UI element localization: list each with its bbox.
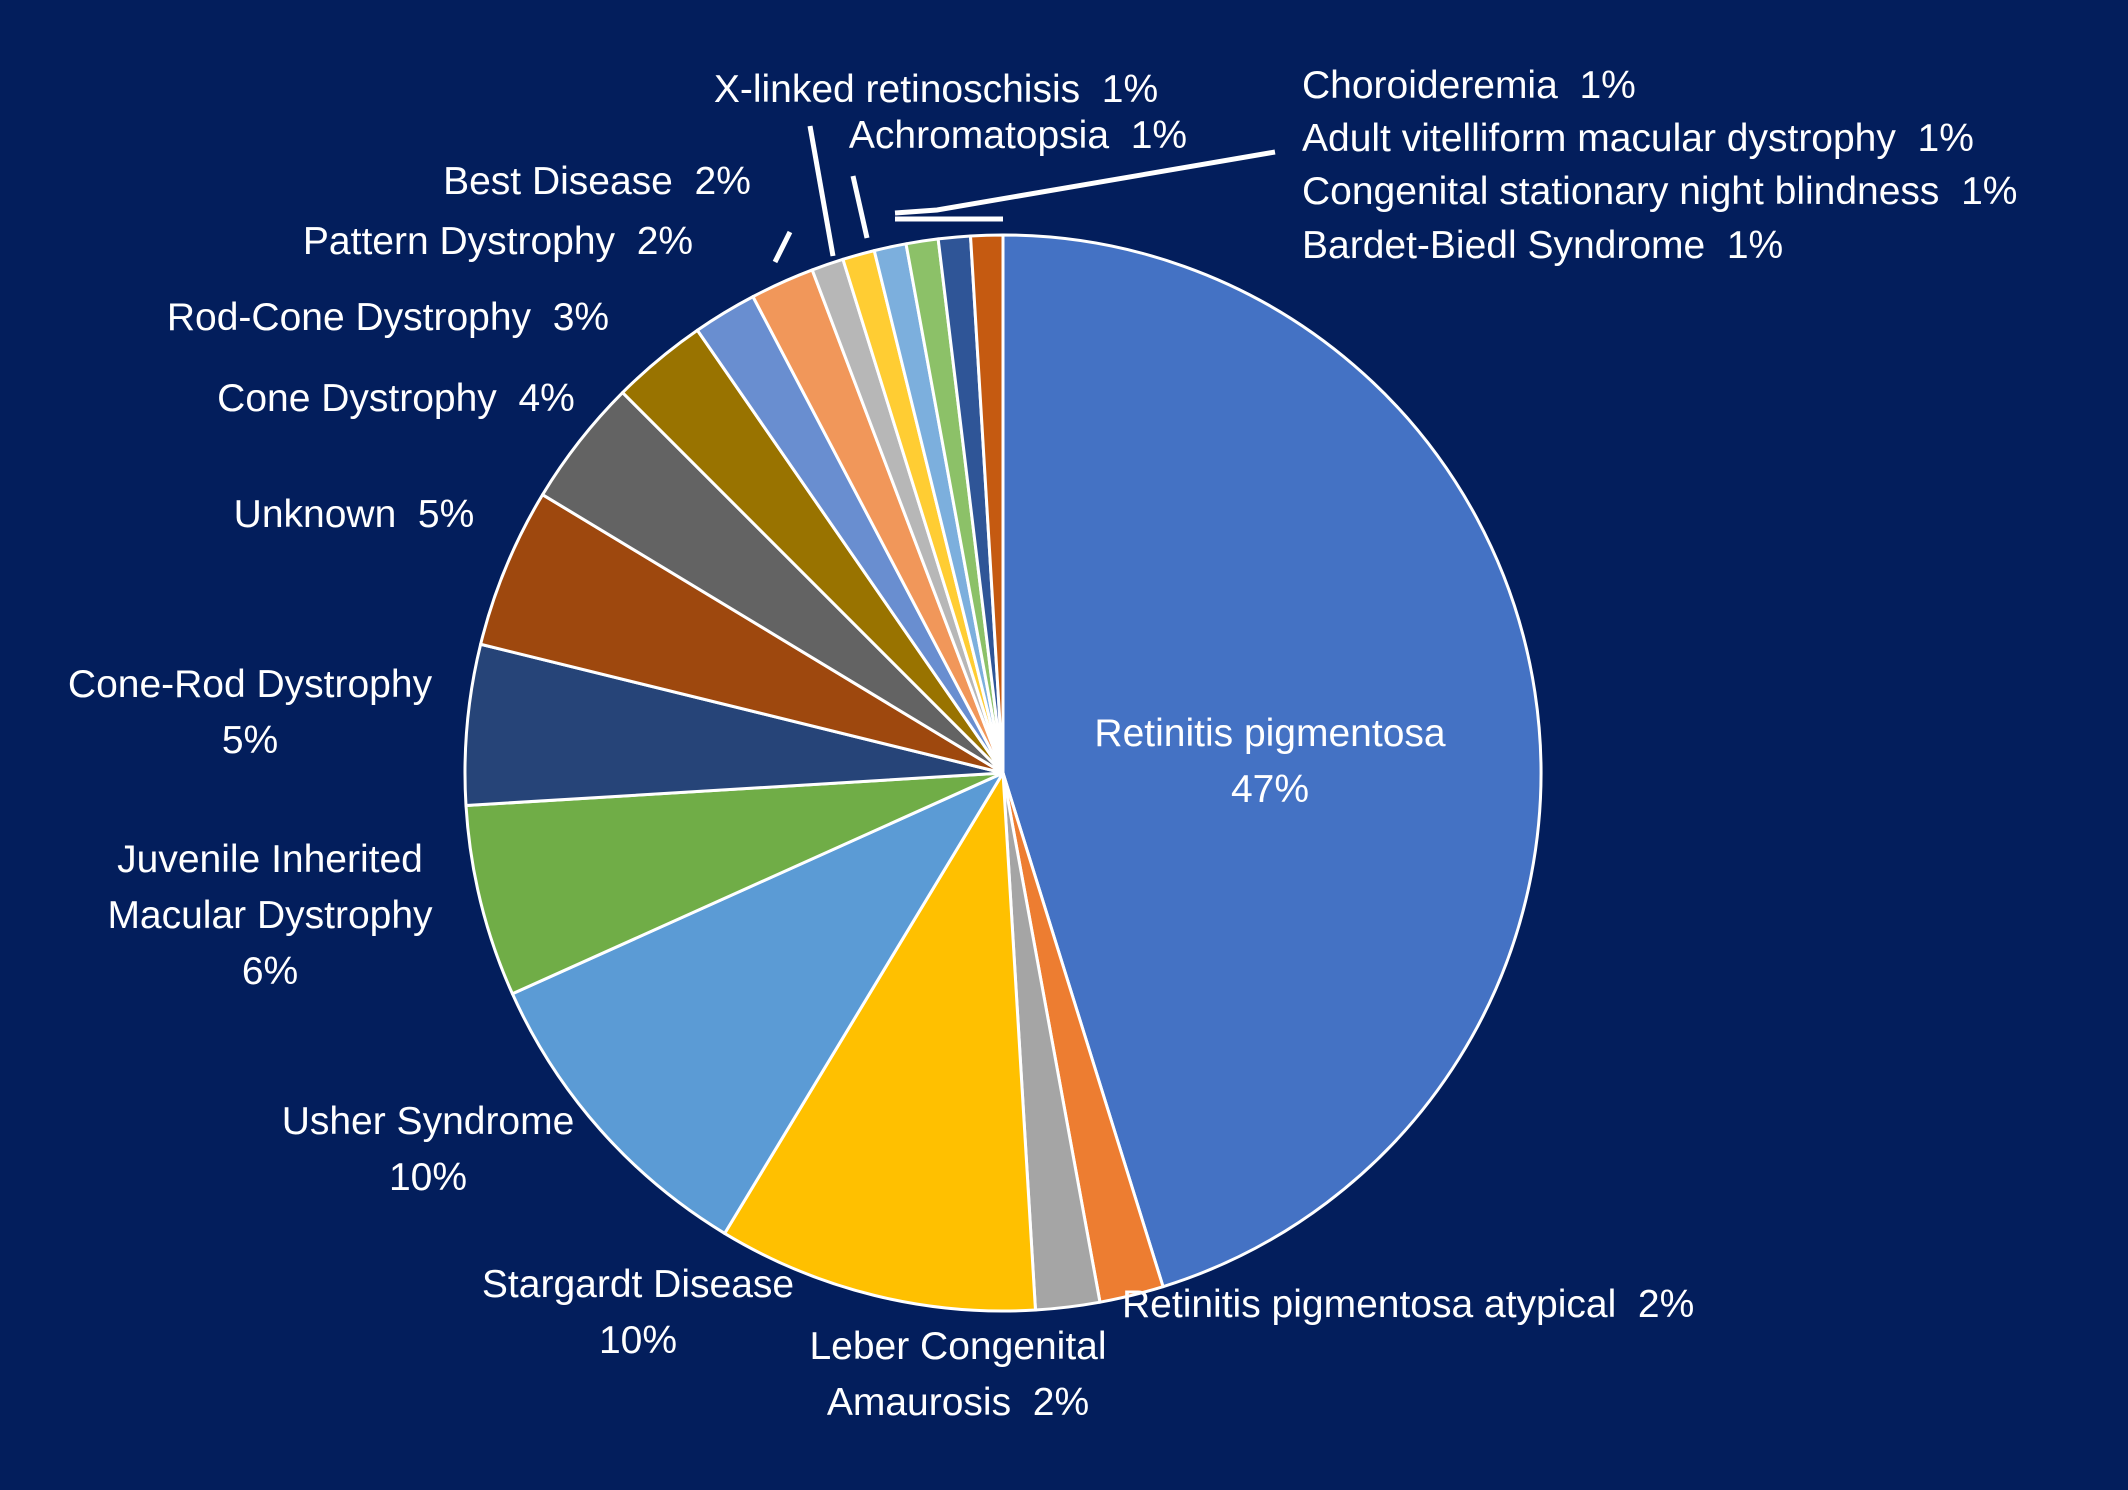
label-line: 6% bbox=[242, 950, 298, 993]
label-leber-congenital-amaurosis: Leber Congenital Amaurosis 2% bbox=[809, 1325, 1106, 1424]
label-best-disease: Best Disease 2% bbox=[443, 160, 751, 203]
slice-cone-rod-dystrophy bbox=[463, 642, 1005, 807]
slice-labels: Retinitis pigmentosa 47%Retinitis pigment… bbox=[68, 64, 2018, 1424]
label-stargardt-disease: Stargardt Disease 10% bbox=[482, 1263, 794, 1362]
label-line: Usher Syndrome bbox=[282, 1100, 575, 1143]
label-line: 47% bbox=[1231, 768, 1309, 811]
label-line: 10% bbox=[389, 1156, 467, 1199]
slice-retinitis-pigmentosa bbox=[1001, 233, 1543, 1289]
label-achromatopsia: Achromatopsia 1% bbox=[849, 114, 1187, 157]
label-line: Rod-Cone Dystrophy 3% bbox=[167, 296, 609, 339]
leader-line-2 bbox=[807, 125, 836, 257]
label-line: Best Disease 2% bbox=[443, 160, 751, 203]
label-line: 5% bbox=[222, 719, 278, 762]
label-bardet-biedl-syndrome: Bardet-Biedl Syndrome 1% bbox=[1302, 224, 1783, 267]
leader-line-1 bbox=[772, 230, 793, 264]
slice-stargardt-disease bbox=[723, 771, 1037, 1313]
label-usher-syndrome: Usher Syndrome 10% bbox=[282, 1100, 575, 1199]
slice-unknown bbox=[479, 493, 1005, 775]
label-line: Unknown 5% bbox=[234, 493, 475, 536]
label-line: Congenital stationary night blindness 1% bbox=[1302, 170, 2017, 213]
label-line: Juvenile Inherited bbox=[117, 838, 423, 881]
label-line: Retinitis pigmentosa atypical 2% bbox=[1122, 1283, 1694, 1326]
label-line: Cone Dystrophy 4% bbox=[217, 377, 575, 420]
slice-bardet-biedl-syndrome bbox=[969, 233, 1005, 775]
label-line: Bardet-Biedl Syndrome 1% bbox=[1302, 224, 1783, 267]
label-line: Pattern Dystrophy 2% bbox=[303, 220, 693, 263]
label-cone-dystrophy: Cone Dystrophy 4% bbox=[217, 377, 575, 420]
label-congenital-stationary-night-blindness: Congenital stationary night blindness 1% bbox=[1302, 170, 2017, 213]
label-rod-cone-dystrophy: Rod-Cone Dystrophy 3% bbox=[167, 296, 609, 339]
label-line: Amaurosis 2% bbox=[827, 1381, 1089, 1424]
slice-usher-syndrome bbox=[510, 771, 1005, 1235]
label-retinitis-pigmentosa-atypical: Retinitis pigmentosa atypical 2% bbox=[1122, 1283, 1694, 1326]
label-adult-vitelliform-macular-dystrophy: Adult vitelliform macular dystrophy 1% bbox=[1302, 117, 1974, 160]
label-line: Cone-Rod Dystrophy bbox=[68, 663, 433, 706]
label-juvenile-inherited-macular-dystrophy: Juvenile Inherited Macular Dystrophy 6% bbox=[107, 838, 433, 993]
slice-juvenile-inherited-macular-dystrophy bbox=[464, 771, 1005, 996]
label-pattern-dystrophy: Pattern Dystrophy 2% bbox=[303, 220, 693, 263]
label-x-linked-retinoschisis: X-linked retinoschisis 1% bbox=[714, 68, 1158, 111]
label-line: Macular Dystrophy bbox=[107, 894, 433, 937]
label-retinitis-pigmentosa: Retinitis pigmentosa 47% bbox=[1094, 712, 1445, 811]
label-line: 10% bbox=[599, 1319, 677, 1362]
leader-line-3 bbox=[850, 175, 870, 239]
label-cone-rod-dystrophy: Cone-Rod Dystrophy 5% bbox=[68, 663, 433, 762]
slices bbox=[463, 233, 1543, 1313]
label-unknown: Unknown 5% bbox=[234, 493, 475, 536]
label-line: Choroideremia 1% bbox=[1302, 64, 1636, 107]
label-choroideremia: Choroideremia 1% bbox=[1302, 64, 1636, 107]
label-line: X-linked retinoschisis 1% bbox=[714, 68, 1158, 111]
label-line: Adult vitelliform macular dystrophy 1% bbox=[1302, 117, 1974, 160]
label-line: Leber Congenital bbox=[809, 1325, 1106, 1368]
leader-line-4 bbox=[894, 149, 1276, 216]
label-line: Stargardt Disease bbox=[482, 1263, 794, 1306]
label-line: Retinitis pigmentosa bbox=[1094, 712, 1445, 755]
leader-lines bbox=[772, 125, 1276, 264]
label-line: Achromatopsia 1% bbox=[849, 114, 1187, 157]
